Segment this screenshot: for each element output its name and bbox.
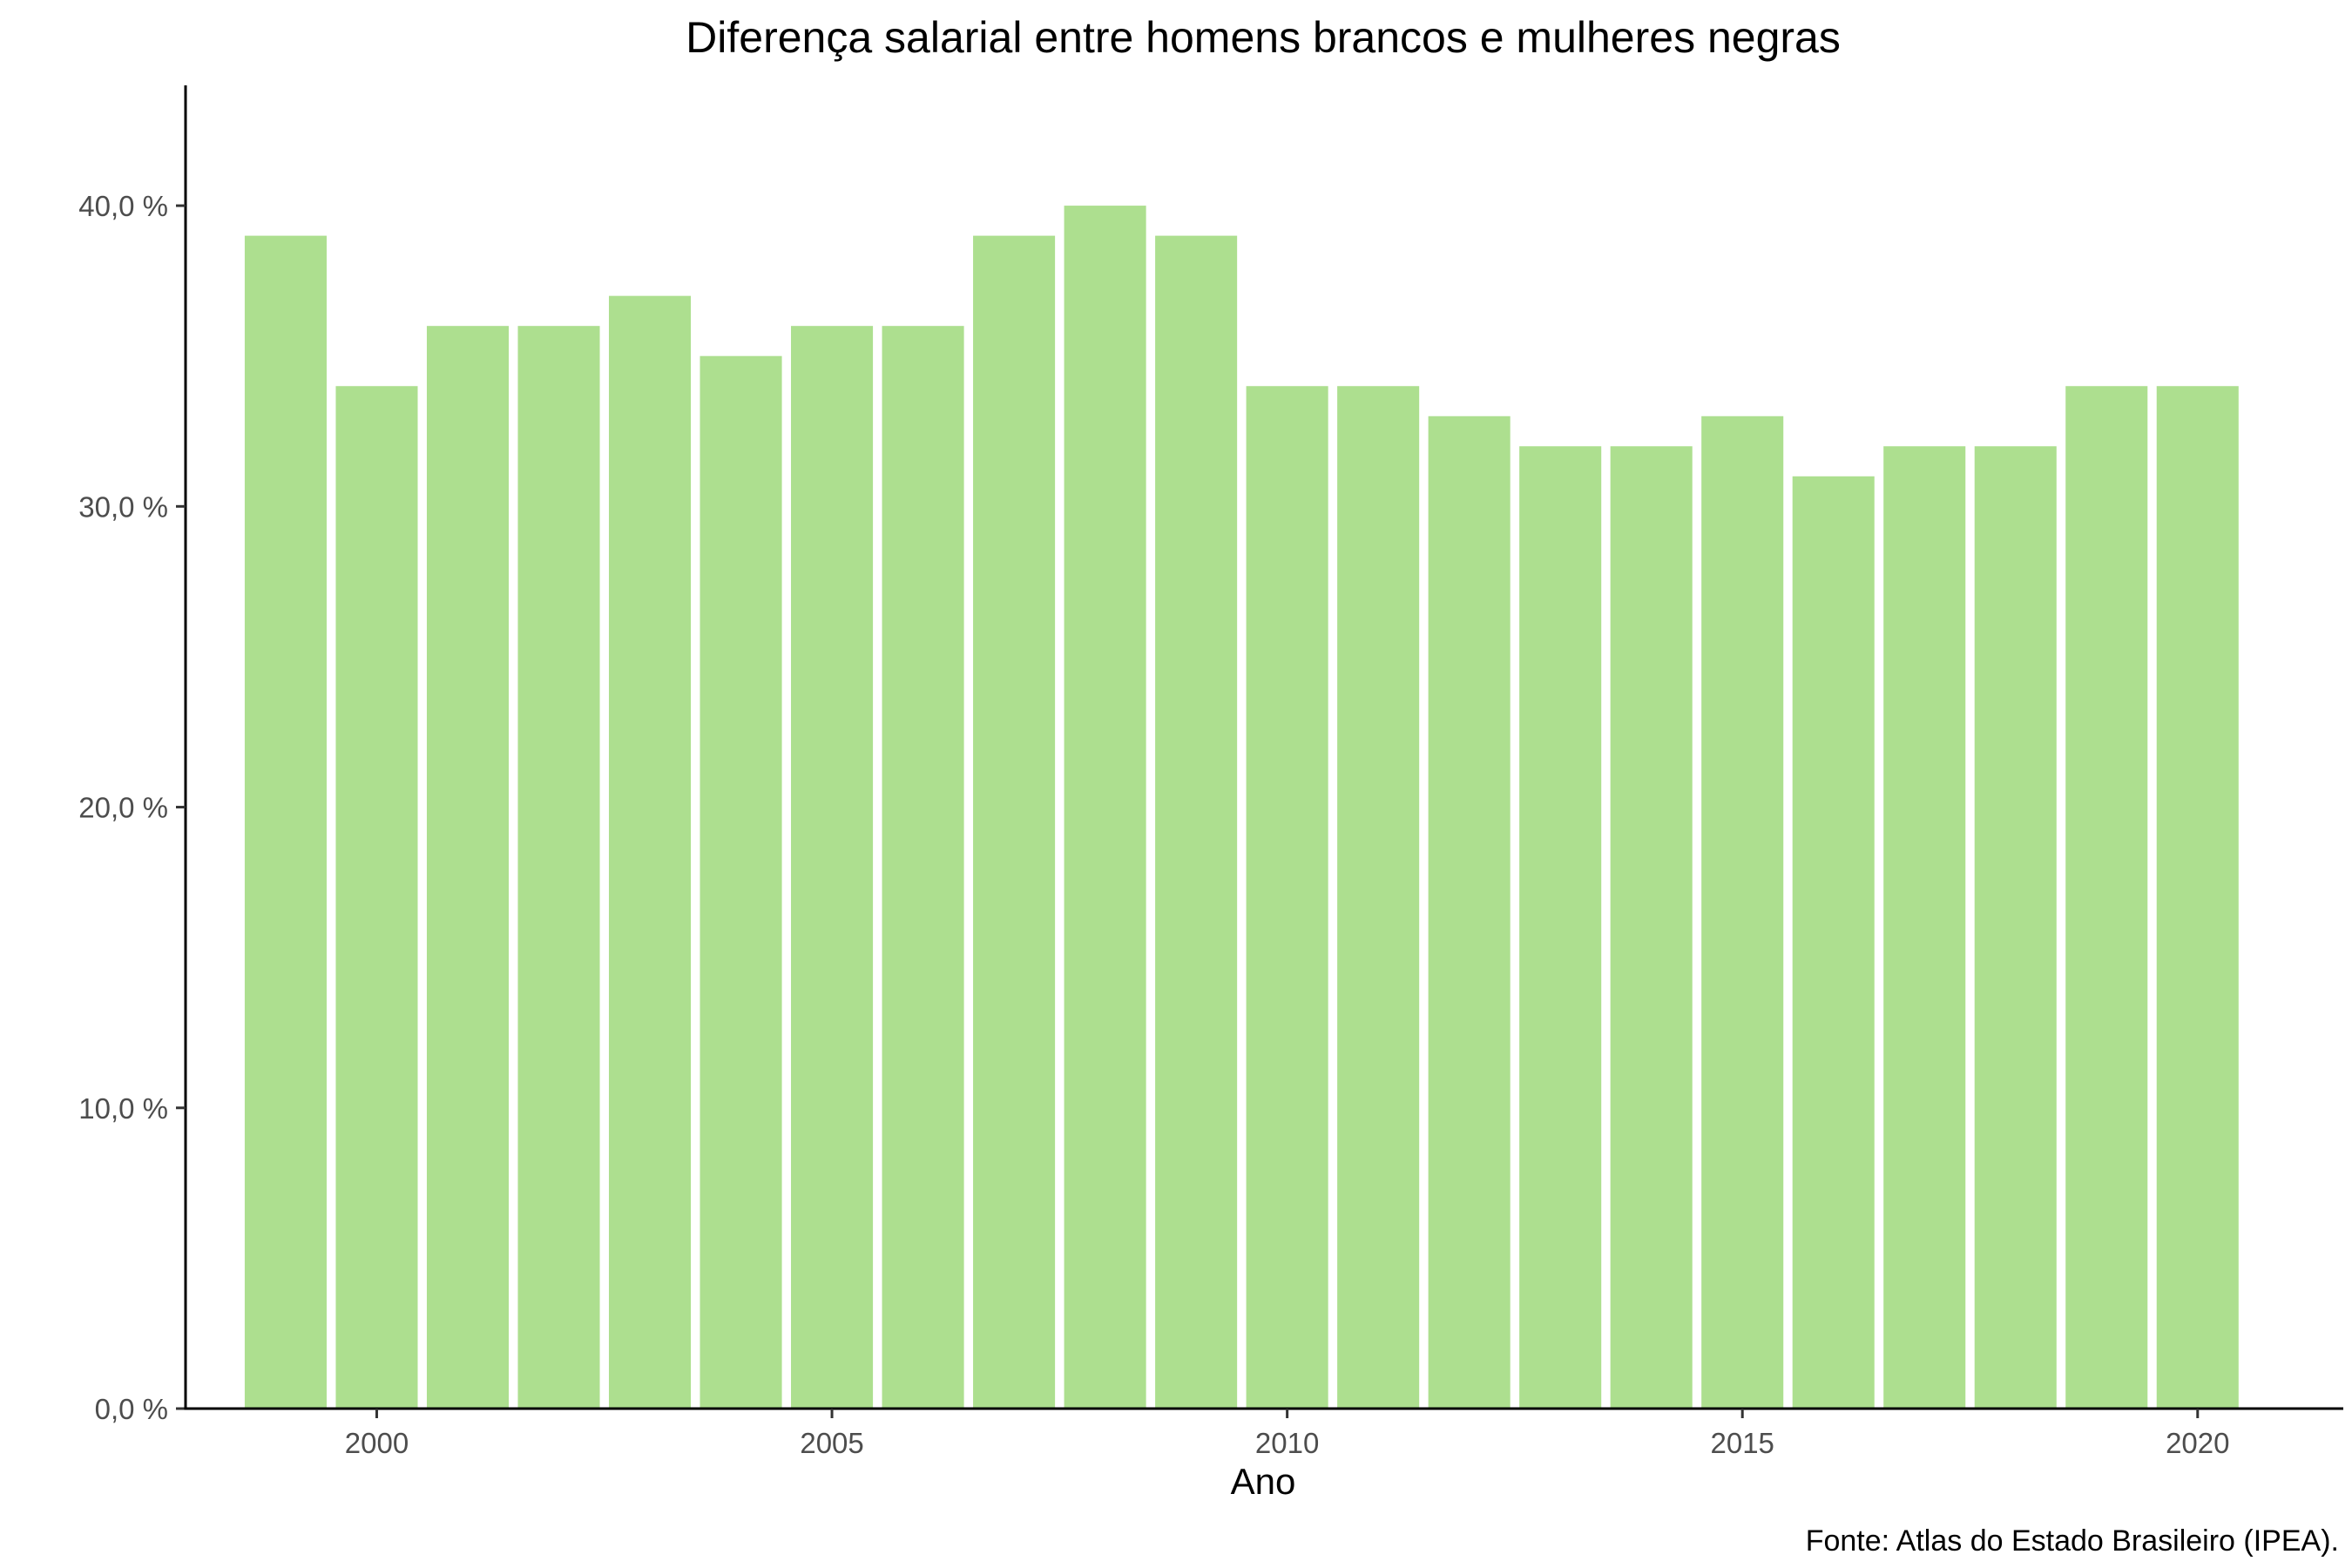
bar-2000 xyxy=(335,386,418,1409)
y-tick-label: 40,0 % xyxy=(78,190,168,222)
bar-2012 xyxy=(1428,416,1511,1409)
source-caption: Fonte: Atlas do Estado Brasileiro (IPEA)… xyxy=(1806,1524,2339,1558)
y-tick-label: 20,0 % xyxy=(78,792,168,824)
x-tick-label: 2015 xyxy=(1710,1427,1774,1459)
x-tick-label: 2005 xyxy=(800,1427,863,1459)
bar-2019 xyxy=(2065,386,2148,1409)
bar-2011 xyxy=(1337,386,1420,1409)
x-tick-label: 2010 xyxy=(1255,1427,1319,1459)
bar-2007 xyxy=(973,235,1056,1409)
y-tick-label: 30,0 % xyxy=(78,490,168,523)
bar-2017 xyxy=(1883,446,1966,1409)
bar-2013 xyxy=(1519,446,1602,1409)
x-axis-label: Ano xyxy=(1231,1461,1296,1502)
bar-2009 xyxy=(1155,235,1238,1409)
y-tick-label: 0,0 % xyxy=(95,1393,168,1425)
bar-2014 xyxy=(1610,446,1693,1409)
y-tick-label: 10,0 % xyxy=(78,1092,168,1125)
x-tick-label: 2000 xyxy=(345,1427,409,1459)
bar-2015 xyxy=(1701,416,1784,1409)
bar-2010 xyxy=(1246,386,1328,1409)
x-axis: 2000 2005 2010 2015 2020 xyxy=(184,1407,2343,1459)
bar-2018 xyxy=(1974,446,2057,1409)
bar-2001 xyxy=(426,326,510,1409)
chart-title: Diferença salarial entre homens brancos … xyxy=(686,13,1841,62)
bar-2020 xyxy=(2156,386,2239,1409)
bar-2016 xyxy=(1792,476,1875,1409)
bar-2003 xyxy=(608,295,692,1409)
bar-2002 xyxy=(517,326,600,1409)
bar-1999 xyxy=(244,235,327,1409)
bar-2006 xyxy=(882,326,964,1409)
bar-2005 xyxy=(791,326,874,1409)
y-axis: 0,0 % 10,0 % 20,0 % 30,0 % 40,0 % xyxy=(78,85,187,1425)
bars-group xyxy=(244,206,2239,1409)
x-tick-label: 2020 xyxy=(2166,1427,2229,1459)
bar-2004 xyxy=(700,355,782,1409)
bar-2008 xyxy=(1064,206,1146,1409)
